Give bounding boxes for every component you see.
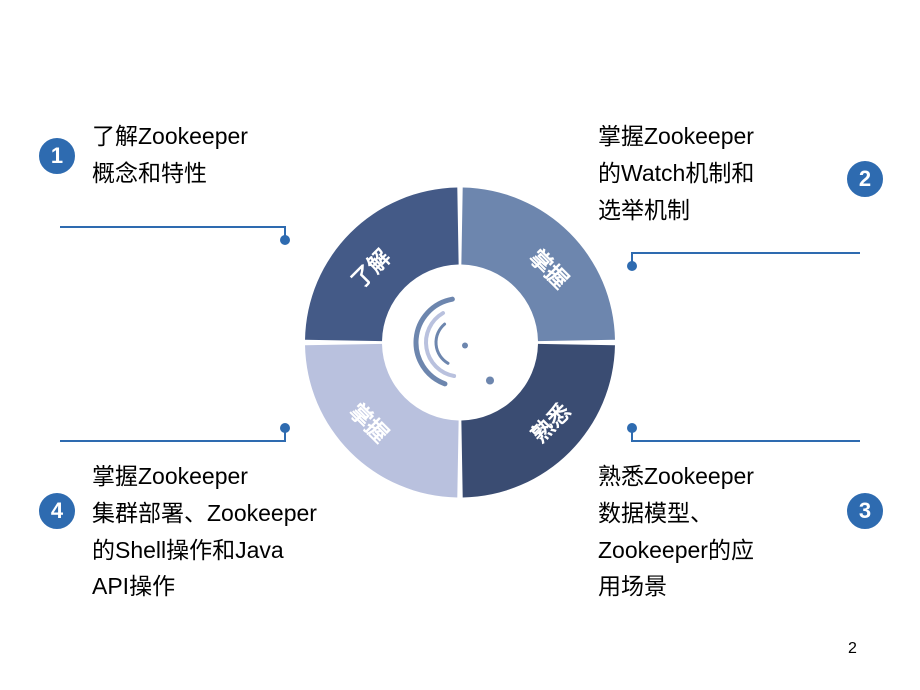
leader-dot (627, 261, 637, 271)
callout-line: 的Shell操作和Java (92, 532, 412, 569)
callout-line: 掌握Zookeeper (598, 118, 898, 155)
leader-horizontal (60, 440, 285, 442)
callout-c4: 掌握Zookeeper集群部署、Zookeeper的Shell操作和JavaAP… (92, 458, 412, 605)
page-number: 2 (848, 640, 857, 658)
number-badge-1: 1 (36, 135, 78, 177)
center-swirl-dot (462, 343, 468, 349)
callout-line: 掌握Zookeeper (92, 458, 412, 495)
callout-line: 选举机制 (598, 192, 898, 229)
leader-horizontal (632, 440, 860, 442)
leader-dot (280, 423, 290, 433)
callout-line: 了解Zookeeper (92, 118, 392, 155)
callout-c2: 掌握Zookeeper的Watch机制和选举机制 (598, 118, 898, 228)
leader-dot (280, 235, 290, 245)
center-swirl-dot (486, 377, 494, 385)
leader-dot (627, 423, 637, 433)
number-badge-4: 4 (36, 490, 78, 532)
callout-line: 数据模型、 (598, 495, 898, 532)
callout-line: 熟悉Zookeeper (598, 458, 898, 495)
leader-horizontal (60, 226, 285, 228)
callout-line: 集群部署、Zookeeper (92, 495, 412, 532)
callout-line: 概念和特性 (92, 155, 392, 192)
callout-line: 用场景 (598, 568, 898, 605)
callout-c3: 熟悉Zookeeper数据模型、Zookeeper的应用场景 (598, 458, 898, 605)
callout-c1: 了解Zookeeper概念和特性 (92, 118, 392, 192)
leader-horizontal (632, 252, 860, 254)
callout-line: API操作 (92, 568, 412, 605)
callout-line: Zookeeper的应 (598, 532, 898, 569)
callout-line: 的Watch机制和 (598, 155, 898, 192)
donut-center-bg (384, 267, 536, 419)
